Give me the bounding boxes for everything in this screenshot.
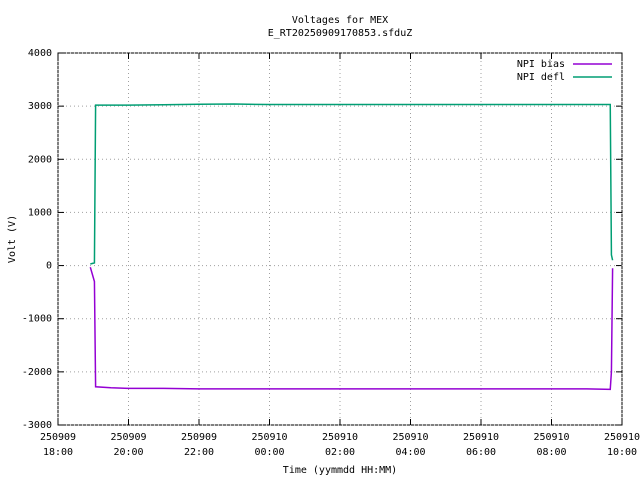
y-tick-label: 0	[46, 261, 52, 272]
y-tick-label: 1000	[28, 207, 52, 218]
chart-title: Voltages for MEX	[292, 15, 388, 26]
x-tick-label: 250910 08:00	[533, 432, 569, 458]
x-tick-label: 250910 04:00	[392, 432, 428, 458]
x-tick-label: 250909 18:00	[40, 432, 76, 458]
x-tick-label: 250910 10:00	[604, 432, 640, 458]
series-line	[90, 103, 614, 265]
y-tick-label: 3000	[28, 101, 52, 112]
x-tick-label: 250910 02:00	[322, 432, 358, 458]
legend-label: NPI bias	[517, 59, 565, 70]
y-tick-label: 2000	[28, 154, 52, 165]
y-axis-label: Volt (V)	[7, 215, 18, 263]
y-tick-label: 4000	[28, 48, 52, 59]
y-tick-label: -3000	[22, 420, 52, 431]
x-tick-label: 250909 22:00	[181, 432, 217, 458]
y-tick-label: -1000	[22, 314, 52, 325]
series-line	[89, 266, 614, 391]
legend-label: NPI defl	[517, 72, 565, 83]
chart-subtitle: E_RT20250909170853.sfduZ	[268, 28, 413, 39]
x-tick-label: 250909 20:00	[110, 432, 146, 458]
y-tick-label: -2000	[22, 367, 52, 378]
x-tick-label: 250910 00:00	[251, 432, 287, 458]
x-axis-label: Time (yymmdd HH:MM)	[283, 465, 397, 476]
x-tick-label: 250910 06:00	[463, 432, 499, 458]
